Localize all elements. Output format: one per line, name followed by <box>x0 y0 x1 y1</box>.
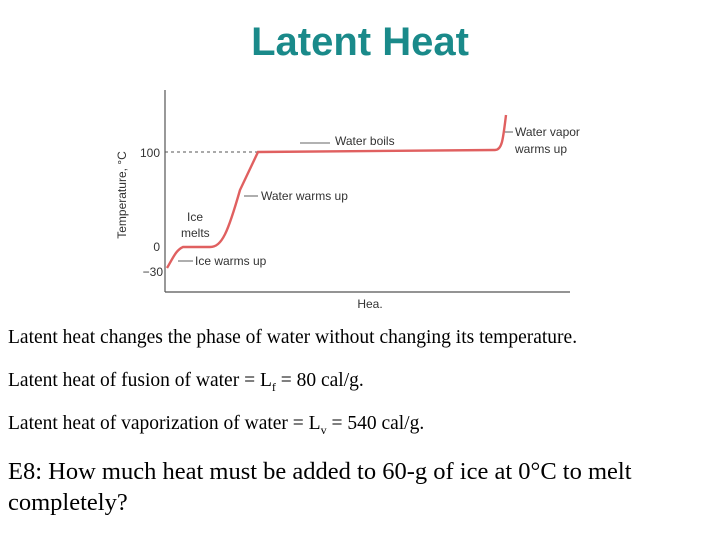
label-vapor-line2: warms up <box>514 142 567 156</box>
question-e8: E8: How much heat must be added to 60-g … <box>8 458 632 516</box>
heating-curve <box>165 114 508 269</box>
x-axis-label: Hea. <box>357 297 382 311</box>
latent-heat-definition: Latent heat changes the phase of water w… <box>8 327 578 348</box>
fusion-subscript: f <box>271 379 276 394</box>
vaporization-subscript: v <box>320 422 327 437</box>
vaporization-line: Latent heat of vaporization of water = L… <box>8 413 424 438</box>
y-tick-100: 100 <box>140 146 160 160</box>
label-ice-melts-line1: Ice <box>187 210 203 224</box>
label-ice-warms: Ice warms up <box>195 254 267 268</box>
label-ice-melts-line2: melts <box>181 226 210 240</box>
label-water-warms: Water warms up <box>261 189 348 203</box>
label-water-boils: Water boils <box>335 134 395 148</box>
y-tick-0: 0 <box>153 240 160 254</box>
slide-title: Latent Heat <box>251 20 469 64</box>
label-vapor-line1: Water vapor <box>515 125 580 139</box>
fusion-value: = 80 cal/g. <box>275 370 364 391</box>
heating-curve-chart: 100 0 −30 Temperature, °C Hea. Water boi… <box>115 90 580 311</box>
fusion-line: Latent heat of fusion of water = Lf = 80… <box>8 370 364 395</box>
y-axis-label: Temperature, °C <box>115 151 129 239</box>
vaporization-text: Latent heat of vaporization of water = L <box>8 413 321 434</box>
y-tick-minus30: −30 <box>143 265 164 279</box>
fusion-text: Latent heat of fusion of water = L <box>8 370 272 391</box>
vaporization-value: = 540 cal/g. <box>326 413 425 434</box>
